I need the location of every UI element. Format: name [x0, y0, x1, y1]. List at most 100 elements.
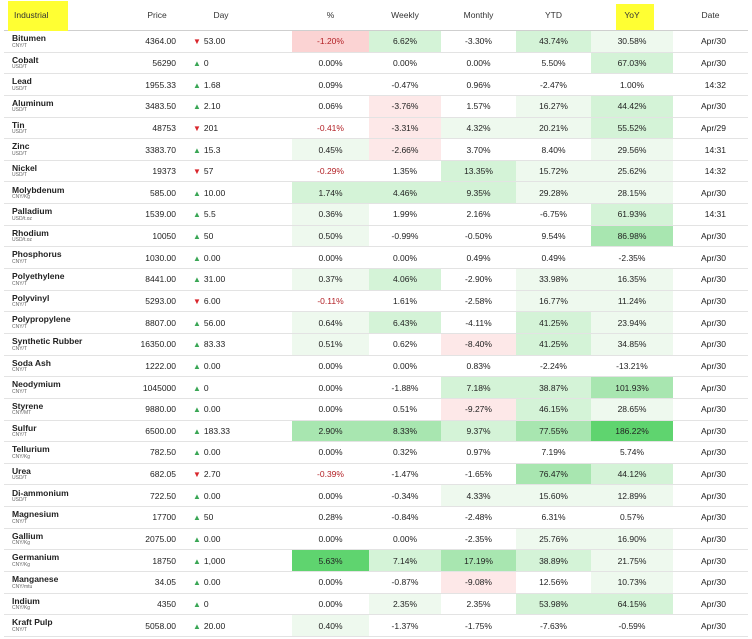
commodity-name-link[interactable]: Polyvinyl [12, 292, 50, 303]
commodity-name-link[interactable]: Neodymium [12, 379, 61, 390]
commodity-name-cell[interactable]: Polypropylene CNY/T [4, 311, 124, 334]
commodity-name-link[interactable]: Tin [12, 119, 25, 130]
table-row[interactable]: Magnesium CNY/T 17700 ▲ 50 0.28% -0.84% -2.48% 6… [4, 506, 748, 529]
table-row[interactable]: Soda Ash CNY/T 1222.00 ▲ 0.00 0.00% 0.00% 0.83%… [4, 355, 748, 378]
table-row[interactable]: Polyethylene CNY/T 8441.00 ▲ 31.00 0.37% 4.06%… [4, 268, 748, 291]
monthly-change-cell: 3.70% [441, 138, 516, 161]
commodity-name-cell[interactable]: Bitumen CNY/T [4, 30, 124, 53]
up-arrow-icon: ▲ [193, 535, 201, 545]
commodity-name-link[interactable]: Molybdenum [12, 184, 65, 195]
commodity-name-cell[interactable]: Tellurium CNY/Kg [4, 441, 124, 464]
commodity-name-cell[interactable]: Synthetic Rubber CNY/T [4, 333, 124, 356]
weekly-change-cell: -0.99% [369, 225, 441, 248]
commodity-name-cell[interactable]: Aluminum USD/T [4, 95, 124, 118]
commodity-name-link[interactable]: Kraft Pulp [12, 617, 53, 628]
table-row[interactable]: Di-ammonium USD/T 722.50 ▲ 0.00 0.00% -0.34% 4.… [4, 484, 748, 508]
table-row[interactable]: Lead USD/T 1955.33 ▲ 1.68 0.09% -0.47% 0.96% -2.… [4, 73, 748, 96]
commodity-name-cell[interactable]: Palladium USD/t.oz [4, 203, 124, 226]
commodity-name-link[interactable]: Tellurium [12, 444, 50, 455]
table-row[interactable]: Indium CNY/Kg 4350 ▲ 0 0.00% 2.35% 2.35% 53.98% 6… [4, 593, 748, 616]
commodity-name-link[interactable]: Indium [12, 595, 40, 606]
commodity-unit: CNY/T [12, 345, 27, 352]
table-row[interactable]: Bitumen CNY/T 4364.00 ▼ 53.00 -1.20% 6.62% -3.3… [4, 30, 748, 53]
date-cell: Apr/30 [673, 420, 748, 443]
column-header-ytd[interactable]: YTD [516, 0, 591, 31]
column-header-monthly[interactable]: Monthly [441, 0, 516, 31]
table-row[interactable]: Palladium USD/t.oz 1539.00 ▲ 5.5 0.36% 1.99% 2.… [4, 203, 748, 226]
table-row[interactable]: Tellurium CNY/Kg 782.50 ▲ 0.00 0.00% 0.32% 0.97… [4, 441, 748, 464]
table-row[interactable]: Germanium CNY/Kg 18750 ▲ 1,000 5.63% 7.14% 17.1… [4, 549, 748, 573]
table-row[interactable]: Tin USD/T 48753 ▼ 201 -0.41% -3.31% 4.32% 20.21%… [4, 117, 748, 140]
commodity-name-cell[interactable]: Tin USD/T [4, 117, 124, 140]
commodity-name-link[interactable]: Magnesium [12, 509, 59, 520]
table-row[interactable]: Sulfur CNY/T 6500.00 ▲ 183.33 2.90% 8.33% 9.37%… [4, 420, 748, 443]
commodity-name-link[interactable]: Aluminum [12, 97, 54, 108]
commodity-name-cell[interactable]: Polyethylene CNY/T [4, 268, 124, 291]
commodity-name-cell[interactable]: Sulfur CNY/T [4, 420, 124, 443]
commodity-name-cell[interactable]: Phosphorus CNY/T [4, 246, 124, 270]
column-header-price[interactable]: Price [124, 0, 190, 31]
table-row[interactable]: Zinc USD/T 3383.70 ▲ 15.3 0.45% -2.66% 3.70% 8.4… [4, 138, 748, 161]
commodity-name-link[interactable]: Zinc [12, 141, 30, 152]
monthly-change-cell: -0.50% [441, 225, 516, 248]
commodity-name-cell[interactable]: Gallium CNY/Kg [4, 528, 124, 551]
table-row[interactable]: Kraft Pulp CNY/T 5058.00 ▲ 20.00 0.40% -1.37% -… [4, 614, 748, 637]
table-row[interactable]: Cobalt USD/T 56290 ▲ 0 0.00% 0.00% 0.00% 5.50% 67… [4, 52, 748, 75]
column-header-percent[interactable]: % [292, 0, 369, 31]
commodity-name-cell[interactable]: Polyvinyl CNY/T [4, 290, 124, 313]
commodity-name-cell[interactable]: Di-ammonium USD/T [4, 484, 124, 508]
commodity-name-cell[interactable]: Manganese CNY/mtu [4, 571, 124, 594]
commodity-name-link[interactable]: Cobalt [12, 54, 39, 65]
table-row[interactable]: Urea USD/T 682.05 ▼ 2.70 -0.39% -1.47% -1.65% 76… [4, 463, 748, 486]
table-row[interactable]: Aluminum USD/T 3483.50 ▲ 2.10 0.06% -3.76% 1.57… [4, 95, 748, 118]
commodity-name-cell[interactable]: Soda Ash CNY/T [4, 355, 124, 378]
commodity-name-link[interactable]: Germanium [12, 552, 60, 563]
industrial-highlight [8, 1, 68, 31]
table-row[interactable]: Polyvinyl CNY/T 5293.00 ▼ 6.00 -0.11% 1.61% -2.… [4, 290, 748, 313]
commodity-name-cell[interactable]: Neodymium CNY/T [4, 376, 124, 399]
commodity-name-cell[interactable]: Rhodium USD/t.oz [4, 225, 124, 248]
commodity-name-cell[interactable]: Zinc USD/T [4, 138, 124, 161]
commodity-name-cell[interactable]: Indium CNY/Kg [4, 593, 124, 616]
day-change-cell: ▲ 0.00 [190, 246, 292, 270]
table-row[interactable]: Polypropylene CNY/T 8807.00 ▲ 56.00 0.64% 6.43… [4, 311, 748, 334]
commodity-name-cell[interactable]: Magnesium CNY/T [4, 506, 124, 529]
commodity-name-link[interactable]: Polypropylene [12, 314, 71, 325]
table-row[interactable]: Manganese CNY/mtu 34.05 ▲ 0.00 0.00% -0.87% -9.… [4, 571, 748, 594]
commodity-name-link[interactable]: Palladium [12, 206, 53, 217]
commodity-name-cell[interactable]: Cobalt USD/T [4, 52, 124, 75]
commodity-name-cell[interactable]: Lead USD/T [4, 73, 124, 96]
day-change-value: 201 [203, 122, 219, 133]
commodity-name-cell[interactable]: Germanium CNY/Kg [4, 549, 124, 573]
table-row[interactable]: Synthetic Rubber CNY/T 16350.00 ▲ 83.33 0.51%… [4, 333, 748, 356]
commodity-name-link[interactable]: Sulfur [12, 422, 37, 433]
table-row[interactable]: Rhodium USD/t.oz 10050 ▲ 50 0.50% -0.99% -0.50%… [4, 225, 748, 248]
commodity-name-link[interactable]: Urea [12, 465, 31, 476]
commodity-name-link[interactable]: Lead [12, 76, 32, 87]
column-header-weekly[interactable]: Weekly [369, 0, 441, 31]
commodity-name-cell[interactable]: Kraft Pulp CNY/T [4, 614, 124, 637]
commodity-name-link[interactable]: Nickel [12, 162, 38, 173]
commodity-name-link[interactable]: Manganese [12, 574, 59, 585]
commodity-name-link[interactable]: Soda Ash [12, 357, 51, 368]
table-row[interactable]: Molybdenum CNY/Kg 585.00 ▲ 10.00 1.74% 4.46% 9.… [4, 181, 748, 205]
commodity-name-cell[interactable]: Urea USD/T [4, 463, 124, 486]
commodity-name-cell[interactable]: Molybdenum CNY/Kg [4, 181, 124, 205]
table-row[interactable]: Styrene CNY/MT 9880.00 ▲ 0.00 0.00% 0.51% -9.27… [4, 398, 748, 421]
commodity-name-link[interactable]: Gallium [12, 530, 44, 541]
table-row[interactable]: Neodymium CNY/T 1045000 ▲ 0 0.00% -1.88% 7.18% 3… [4, 376, 748, 399]
commodity-name-link[interactable]: Rhodium [12, 227, 49, 238]
column-header-day[interactable]: Day [190, 0, 292, 31]
commodity-name-link[interactable]: Styrene [12, 400, 44, 411]
commodity-name-link[interactable]: Polyethylene [12, 271, 65, 282]
commodity-name-link[interactable]: Phosphorus [12, 249, 62, 260]
commodity-name-cell[interactable]: Nickel USD/T [4, 160, 124, 183]
table-row[interactable]: Nickel USD/T 19373 ▼ 57 -0.29% 1.35% 13.35% 15.7… [4, 160, 748, 183]
commodity-name-cell[interactable]: Styrene CNY/MT [4, 398, 124, 421]
commodity-name-link[interactable]: Synthetic Rubber [12, 336, 83, 347]
commodity-name-link[interactable]: Di-ammonium [12, 487, 69, 498]
table-row[interactable]: Phosphorus CNY/T 1030.00 ▲ 0.00 0.00% 0.00% 0.4… [4, 246, 748, 270]
table-row[interactable]: Gallium CNY/Kg 2075.00 ▲ 0.00 0.00% 0.00% -2.35… [4, 528, 748, 551]
column-header-date[interactable]: Date [673, 0, 748, 31]
commodity-name-link[interactable]: Bitumen [12, 33, 46, 44]
